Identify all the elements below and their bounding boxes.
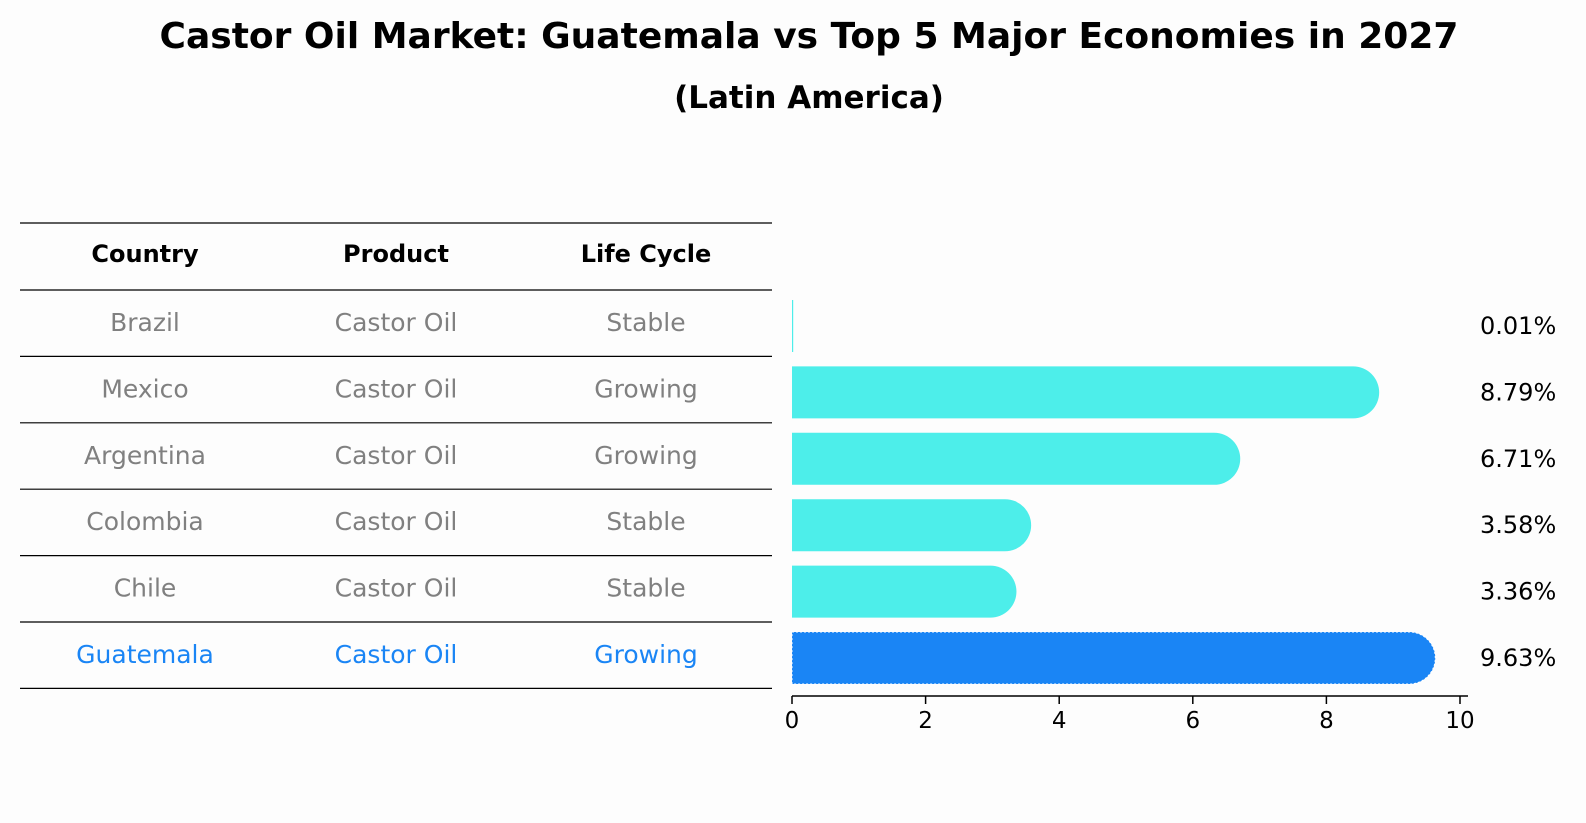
- table-cell: Argentina: [84, 441, 206, 470]
- table-cell: Chile: [114, 574, 177, 603]
- x-tick-label: 4: [1052, 708, 1067, 734]
- value-label: 9.63%: [1480, 644, 1556, 672]
- table-cell: Stable: [606, 507, 685, 536]
- bar-mexico: [792, 366, 1380, 419]
- table-cell: Stable: [606, 308, 685, 337]
- bar-argentina: [792, 432, 1241, 485]
- value-label: 8.79%: [1480, 378, 1556, 406]
- x-tick-label: 0: [785, 708, 800, 734]
- chart-subtitle: (Latin America): [674, 80, 944, 116]
- table-cell: Growing: [594, 640, 698, 669]
- table-cell: Colombia: [86, 507, 203, 536]
- value-label: 3.36%: [1480, 578, 1556, 606]
- table-header-country: Country: [91, 240, 199, 268]
- bar-brazil: [792, 300, 794, 352]
- bar-chile: [792, 565, 1017, 618]
- table-cell: Growing: [594, 441, 698, 470]
- table-cell: Castor Oil: [335, 441, 458, 470]
- x-tick-label: 8: [1319, 708, 1334, 734]
- value-label: 0.01%: [1480, 312, 1556, 340]
- value-label: 3.58%: [1480, 511, 1556, 539]
- table-cell: Castor Oil: [335, 640, 458, 669]
- table-cell: Mexico: [101, 374, 188, 403]
- bar-colombia: [792, 499, 1032, 552]
- x-tick-label: 2: [918, 708, 933, 734]
- x-tick-label: 6: [1185, 708, 1200, 734]
- table-cell: Brazil: [110, 308, 180, 337]
- bar-guatemala: [791, 631, 1436, 685]
- table-cell: Stable: [606, 574, 685, 603]
- table-header-life-cycle: Life Cycle: [581, 240, 712, 268]
- table-cell: Castor Oil: [335, 507, 458, 536]
- chart-title: Castor Oil Market: Guatemala vs Top 5 Ma…: [159, 16, 1459, 57]
- x-tick-label: 10: [1445, 708, 1474, 734]
- table-header-product: Product: [343, 240, 449, 268]
- table-cell: Castor Oil: [335, 374, 458, 403]
- table-cell: Castor Oil: [335, 574, 458, 603]
- table-cell: Growing: [594, 374, 698, 403]
- table-cell: Castor Oil: [335, 308, 458, 337]
- table-cell: Guatemala: [76, 640, 214, 669]
- value-label: 6.71%: [1480, 445, 1556, 473]
